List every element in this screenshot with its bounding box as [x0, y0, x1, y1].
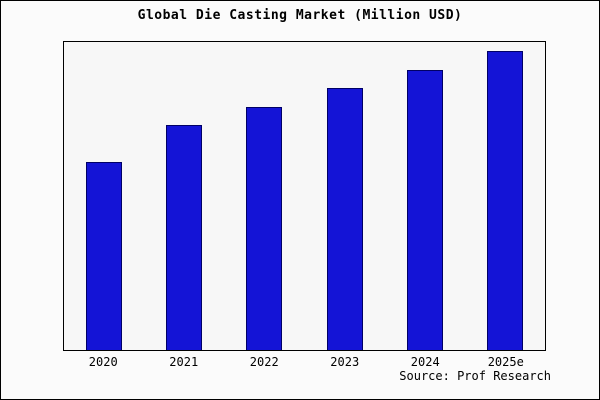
bar-slot — [465, 42, 545, 350]
x-axis-labels: 2020 2021 2022 2023 2024 2025e — [63, 355, 546, 369]
plot-area — [63, 41, 546, 351]
x-tick-label: 2025e — [487, 355, 524, 369]
bar-slot — [385, 42, 465, 350]
x-tick-label: 2023 — [330, 355, 360, 369]
x-tick-label: 2024 — [410, 355, 440, 369]
bar-slot — [64, 42, 144, 350]
bar-slot — [224, 42, 304, 350]
bar-2024 — [406, 69, 443, 350]
chart-title: Global Die Casting Market (Million USD) — [137, 8, 463, 23]
bar-2020 — [86, 162, 123, 350]
x-tick-label: 2021 — [169, 355, 199, 369]
bar-2022 — [246, 106, 283, 350]
x-tick-label: 2020 — [88, 355, 118, 369]
x-tick-label: 2022 — [249, 355, 279, 369]
bar-2021 — [166, 125, 203, 350]
bar-2023 — [326, 88, 363, 350]
bar-2025e — [486, 51, 523, 350]
bar-slot — [305, 42, 385, 350]
bar-slot — [144, 42, 224, 350]
source-text: Source: Prof Research — [399, 369, 551, 383]
